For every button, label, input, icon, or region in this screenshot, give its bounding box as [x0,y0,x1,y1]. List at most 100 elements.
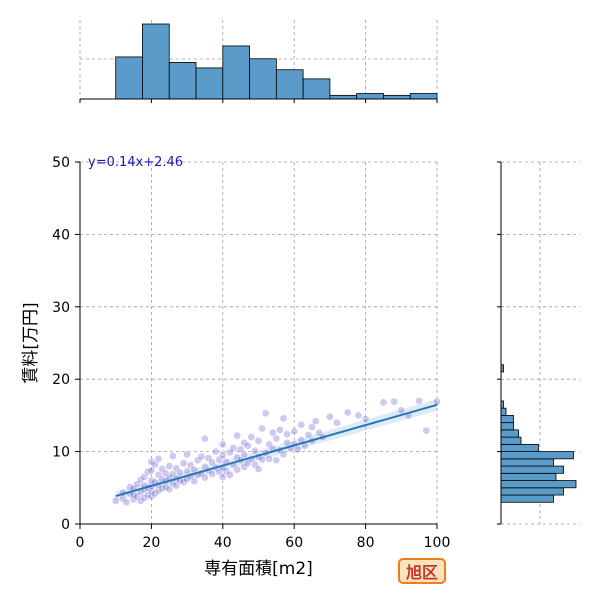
scatter-point [165,462,174,470]
y-tick-label: 40 [52,227,70,243]
scatter-point [422,426,431,435]
x-tick-label: 100 [424,535,451,551]
scatter-point [165,485,174,494]
top-hist-bar [383,94,411,100]
y-tick-label: 0 [61,517,70,533]
scatter-point [168,452,177,460]
scatter-point [233,465,241,474]
scatter-point [279,414,288,423]
scatter-point [197,452,206,461]
scatter-point [290,427,299,436]
right-hist-bar [500,487,564,496]
scatter-point [308,423,316,431]
scatter-point [243,441,252,450]
scatter-point [390,397,399,406]
scatter-point [190,477,199,486]
regression-line [115,403,438,498]
y-axis-label: 賃料[万円] [21,302,41,383]
top-hist-bar [195,67,224,100]
right-hist-bar [500,436,522,445]
scatter-point [154,454,163,463]
scatter-point [218,440,227,449]
scatter-point [397,406,406,415]
top-hist-bar [302,78,331,100]
scatter-point [268,428,277,437]
scatter-point [326,412,334,421]
scatter-point [233,431,241,440]
scatter-point [361,415,370,423]
scatter-point [379,398,388,407]
scatter-point [283,430,291,439]
x-axis-label: 専有面積[m2] [204,559,313,579]
top-hist-bar [275,69,304,100]
right-hist-bar [500,472,557,481]
scatter-point [415,397,423,405]
y-tick-label: 20 [52,372,70,388]
area-badge: 旭区 [398,558,447,584]
scatter-point [354,411,363,420]
right-hist-bar [500,407,507,416]
scatter-point [229,444,238,452]
regression-equation: y=0.14x+2.46 [88,155,183,170]
x-tick-label: 80 [357,535,375,551]
x-tick-label: 40 [214,535,232,551]
top-hist-bar [115,56,143,100]
scatter-point [276,426,284,434]
right-hist-bar [500,422,514,431]
top-hist-bar [222,45,250,100]
scatter-point [279,450,288,459]
top-hist-bar [142,23,170,100]
top-hist-bar [329,94,358,100]
scatter-point [226,470,234,479]
scatter-point [147,466,156,475]
scatter-point [247,433,256,441]
scatter-point [151,460,159,469]
scatter-point [201,473,209,482]
scatter-point [272,434,281,443]
scatter-point [297,420,306,429]
scatter-point [218,473,227,481]
right-hist-bar [500,429,519,438]
top-hist-bar [409,93,438,100]
y-tick-label: 10 [52,445,70,461]
right-hist-bar [500,414,514,424]
y-tick-label: 50 [52,155,70,171]
scatter-point [333,418,341,427]
x-tick-label: 0 [76,535,85,551]
x-tick-label: 60 [285,535,303,551]
scatter-point [218,451,227,460]
scatter-point [179,459,188,468]
scatter-point [183,450,191,459]
right-hist-bar [500,480,577,489]
scatter-point [261,409,270,418]
right-hist-bar [500,451,574,460]
right-hist-bar [500,494,554,503]
scatter-point [258,424,266,433]
scatter-point [254,465,263,473]
scatter-point [201,434,209,443]
scatter-point [122,498,131,507]
y-tick-label: 30 [52,300,70,316]
scatter-point [304,431,313,439]
scatter-point [240,450,249,459]
scatter-point [265,454,274,463]
x-tick-label: 20 [142,535,160,551]
top-hist-bar [168,62,197,100]
scatter-point [293,445,302,454]
scatter-point [211,447,220,456]
scatter-point [208,470,216,478]
top-hist-bar [249,58,277,100]
scatter-point [343,408,352,417]
right-hist-bar [500,465,564,474]
right-hist-bar [500,443,539,452]
scatter-point [111,496,120,505]
scatter-point [251,447,259,455]
scatter-point [176,468,184,477]
right-hist-bar [500,458,554,467]
scatter-point [258,455,266,464]
scatter-point [254,436,263,445]
scatter-point [433,397,441,406]
top-hist-bar [356,93,384,100]
